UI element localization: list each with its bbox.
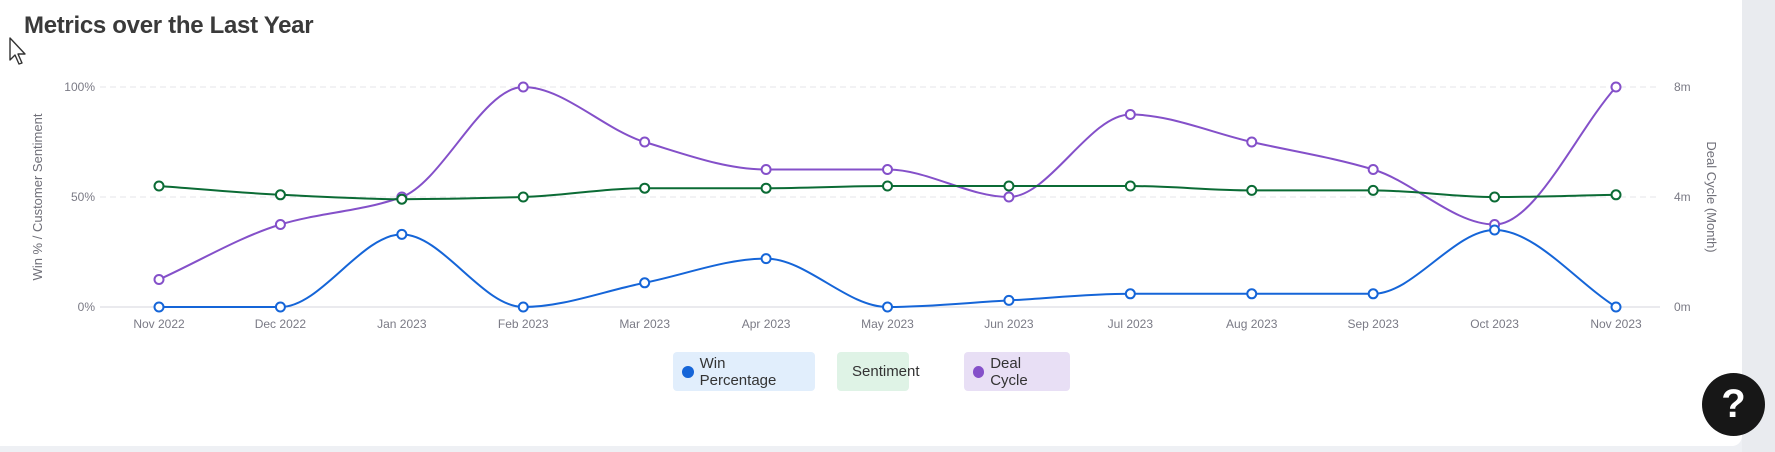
x-tick-label: Nov 2023 <box>1590 317 1642 331</box>
legend-label: Win Percentage <box>699 354 777 389</box>
x-tick-label: Jul 2023 <box>1108 317 1154 331</box>
data-point-win-percentage <box>1124 288 1136 300</box>
x-tick-label: Jan 2023 <box>377 317 427 331</box>
data-point-deal-cycle <box>639 136 651 148</box>
data-point-deal-cycle <box>153 274 165 285</box>
data-point-sentiment <box>1246 184 1258 196</box>
legend-item-sentiment[interactable]: Sentiment <box>837 352 920 391</box>
data-point-win-percentage <box>517 301 529 313</box>
legend-item-deal-cycle[interactable]: Deal Cycle <box>964 352 1070 391</box>
series-line-win-percentage <box>158 228 1617 309</box>
y-tick-label: 100% <box>64 80 95 94</box>
y2-tick-label: 4m <box>1674 190 1691 204</box>
data-point-sentiment <box>760 182 772 194</box>
data-point-win-percentage <box>274 301 286 313</box>
x-tick-label: Oct 2023 <box>1470 317 1519 331</box>
data-point-sentiment <box>1489 191 1501 203</box>
data-point-win-percentage <box>1489 224 1501 236</box>
x-tick-label: Apr 2023 <box>742 317 791 331</box>
data-point-sentiment <box>517 191 529 203</box>
x-tick-label: Nov 2022 <box>133 317 185 331</box>
x-tick-label: Sep 2023 <box>1347 317 1399 331</box>
data-point-sentiment <box>396 193 408 205</box>
data-point-sentiment <box>274 189 286 201</box>
data-point-win-percentage <box>1246 288 1258 300</box>
data-point-win-percentage <box>639 277 651 289</box>
data-point-deal-cycle <box>517 81 529 93</box>
x-tick-label: Aug 2023 <box>1226 317 1278 331</box>
help-button[interactable]: ? <box>1702 373 1765 436</box>
data-point-win-percentage <box>1003 294 1015 306</box>
data-point-sentiment <box>639 182 651 194</box>
y-axis-title: Win % / Customer Sentiment <box>30 113 45 280</box>
data-point-deal-cycle <box>1367 164 1379 175</box>
legend-label: Deal Cycle <box>990 354 1028 389</box>
data-point-sentiment <box>1367 184 1379 196</box>
win-percentage-swatch-icon <box>682 365 694 378</box>
y2-tick-label: 8m <box>1674 80 1691 94</box>
mouse-cursor-icon <box>9 37 26 65</box>
page-title: Metrics over the Last Year <box>24 12 314 39</box>
data-point-deal-cycle <box>882 164 893 175</box>
x-tick-label: Feb 2023 <box>498 317 549 331</box>
x-tick-label: May 2023 <box>861 317 914 331</box>
y-tick-label: 50% <box>71 190 95 204</box>
legend-label: Sentiment <box>852 363 920 380</box>
data-point-deal-cycle <box>274 219 286 230</box>
line-chart: 0% 50% 100% 0m 4m 8m Nov 2022 Dec 2022 Jan 2023 F… <box>30 80 1719 331</box>
x-tick-label: Mar 2023 <box>619 317 670 331</box>
data-point-sentiment <box>882 180 893 192</box>
data-point-win-percentage <box>396 228 408 240</box>
data-point-win-percentage <box>153 301 165 313</box>
data-point-deal-cycle <box>760 164 772 175</box>
data-point-deal-cycle <box>1246 136 1258 148</box>
data-point-win-percentage <box>882 301 893 313</box>
data-point-sentiment <box>1610 189 1622 201</box>
data-point-sentiment <box>153 180 165 192</box>
y-tick-label: 0% <box>78 300 96 314</box>
data-point-win-percentage <box>1610 301 1622 313</box>
data-point-sentiment <box>1124 180 1136 192</box>
data-point-sentiment <box>1003 180 1015 192</box>
data-point-win-percentage <box>760 253 772 265</box>
y2-axis-title: Deal Cycle (Month) <box>1704 141 1719 252</box>
data-point-deal-cycle <box>1124 109 1136 120</box>
deal-cycle-swatch-icon <box>973 365 985 378</box>
data-point-deal-cycle <box>1610 81 1622 93</box>
x-tick-label: Dec 2022 <box>255 317 307 331</box>
legend-item-win-percentage[interactable]: Win Percentage <box>673 352 815 391</box>
y2-tick-label: 0m <box>1674 300 1691 314</box>
data-point-win-percentage <box>1367 288 1379 300</box>
data-point-deal-cycle <box>1003 191 1015 203</box>
x-tick-label: Jun 2023 <box>984 317 1034 331</box>
